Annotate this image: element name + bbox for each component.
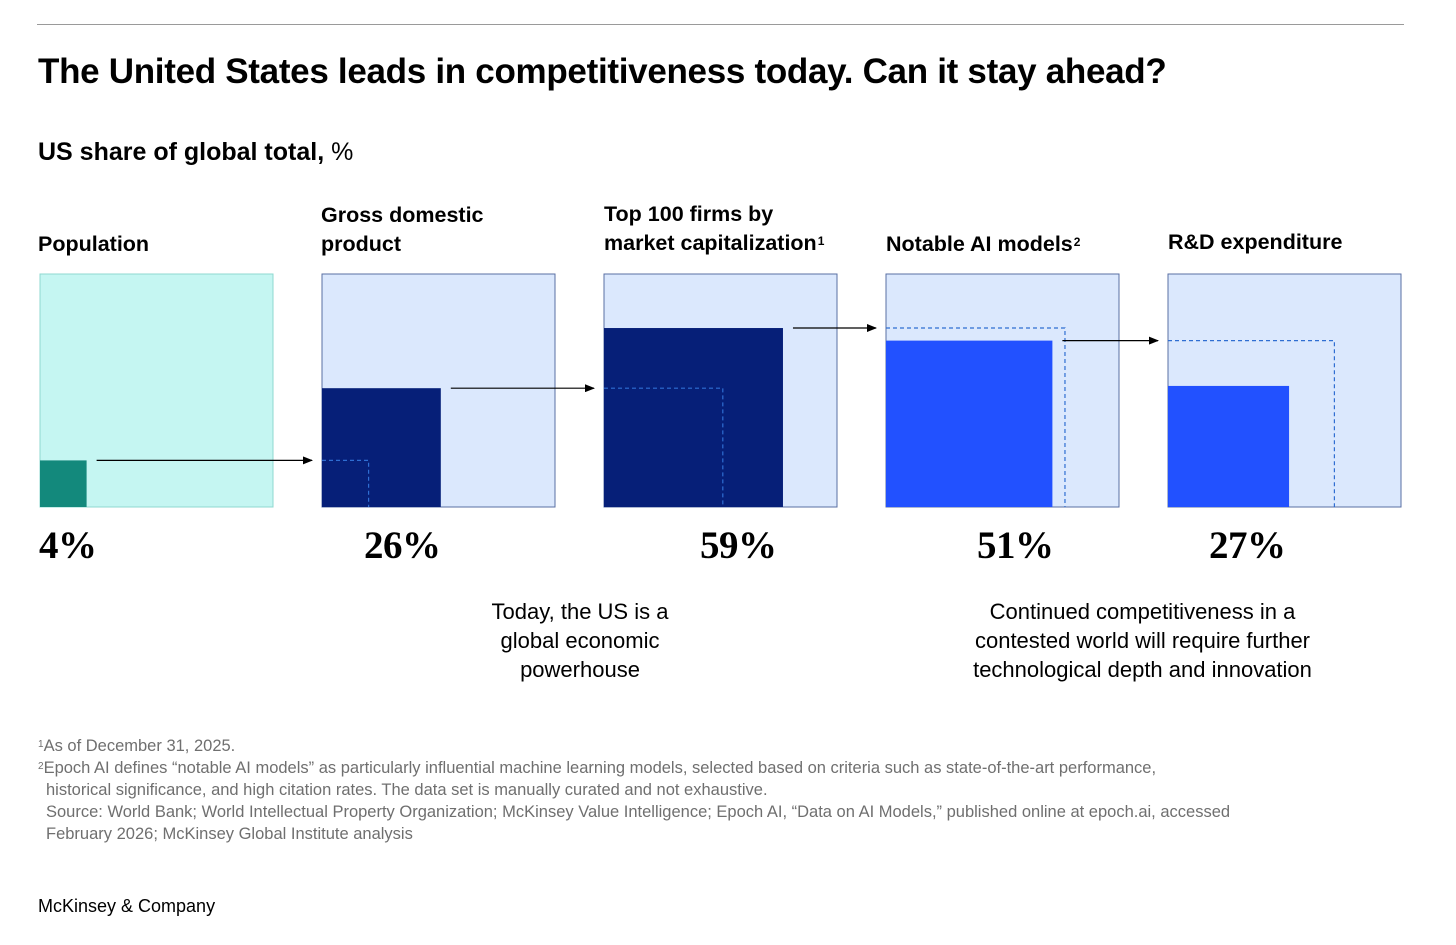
- label-top100-line-1: Top 100 firms by: [604, 202, 774, 226]
- note-today-line-1: Today, the US is a: [491, 599, 669, 624]
- note-future-line-2: contested world will require further: [974, 628, 1311, 653]
- us-share-square-gdp: [322, 388, 441, 507]
- footnote-ref-1: 1: [817, 234, 825, 248]
- value-rnd: 27%: [1209, 524, 1286, 567]
- footnote-1: 1As of December 31, 2025.: [38, 735, 1230, 757]
- subtitle-measure: US share of global total,: [38, 138, 325, 166]
- value-ai-models: 51%: [977, 524, 1054, 567]
- us-share-square-population: [40, 460, 87, 507]
- footnotes: 1As of December 31, 2025. 2Epoch AI defi…: [38, 735, 1230, 845]
- previous-share-outline-gdp: [322, 459, 370, 507]
- label-gdp: Gross domestic product: [321, 201, 484, 259]
- us-share-square-rnd: [1168, 385, 1290, 507]
- us-share-square-top100: [604, 328, 783, 507]
- label-population-line-1: Population: [38, 232, 150, 256]
- footnote-1-marker: 1: [38, 739, 44, 750]
- note-today-line-3: powerhouse: [520, 657, 640, 682]
- label-top100-line-2: market capitalization: [604, 231, 817, 255]
- value-top100: 59%: [700, 524, 777, 567]
- label-rnd: R&D expenditure: [1168, 228, 1342, 257]
- top-rule: [37, 24, 1404, 25]
- footnote-ref-2: 2: [1073, 235, 1081, 249]
- value-gdp: 26%: [364, 524, 441, 567]
- label-top100-line-2-wrap: market capitalization1: [604, 229, 824, 258]
- subtitle-unit: %: [331, 138, 354, 166]
- note-future-line-1: Continued competitiveness in a: [989, 599, 1296, 624]
- note-future: Continued competitiveness in a contested…: [930, 597, 1355, 684]
- note-today-line-2: global economic: [500, 628, 660, 653]
- label-ai-line-wrap: Notable AI models2: [886, 230, 1080, 259]
- previous-share-outline-ai-models: [886, 327, 1066, 507]
- footnote-2-text-a: Epoch AI defines “notable AI models” as …: [43, 759, 1157, 777]
- footnote-2-marker: 2: [38, 761, 44, 772]
- source-line-b: February 2026; McKinsey Global Institute…: [46, 825, 413, 843]
- label-ai-models: Notable AI models2: [886, 230, 1080, 259]
- us-share-square-ai-models: [886, 340, 1053, 507]
- chart-subtitle: US share of global total, %: [38, 138, 353, 167]
- note-today: Today, the US is a global economic power…: [450, 597, 710, 684]
- label-ai-models-line-1: Notable AI models: [886, 232, 1073, 256]
- value-population: 4%: [39, 524, 97, 567]
- footnote-2: 2Epoch AI defines “notable AI models” as…: [38, 757, 1230, 779]
- label-population: Population: [38, 230, 149, 259]
- label-top100: Top 100 firms by market capitalization1: [604, 200, 824, 258]
- footnote-1-text: As of December 31, 2025.: [43, 737, 236, 755]
- label-gdp-line-1: Gross domestic: [321, 203, 484, 227]
- label-rnd-line-1: R&D expenditure: [1168, 230, 1343, 254]
- source-line-a: Source: World Bank; World Intellectual P…: [46, 803, 1231, 821]
- footnote-2-cont: historical significance, and high citati…: [46, 781, 768, 799]
- previous-share-outline-top100: [604, 387, 724, 507]
- label-gdp-line-2: product: [321, 232, 402, 256]
- brand-logo-text: McKinsey & Company: [38, 896, 216, 916]
- chart-title: The United States leads in competitivene…: [38, 52, 1167, 91]
- note-future-line-3: technological depth and innovation: [973, 657, 1312, 682]
